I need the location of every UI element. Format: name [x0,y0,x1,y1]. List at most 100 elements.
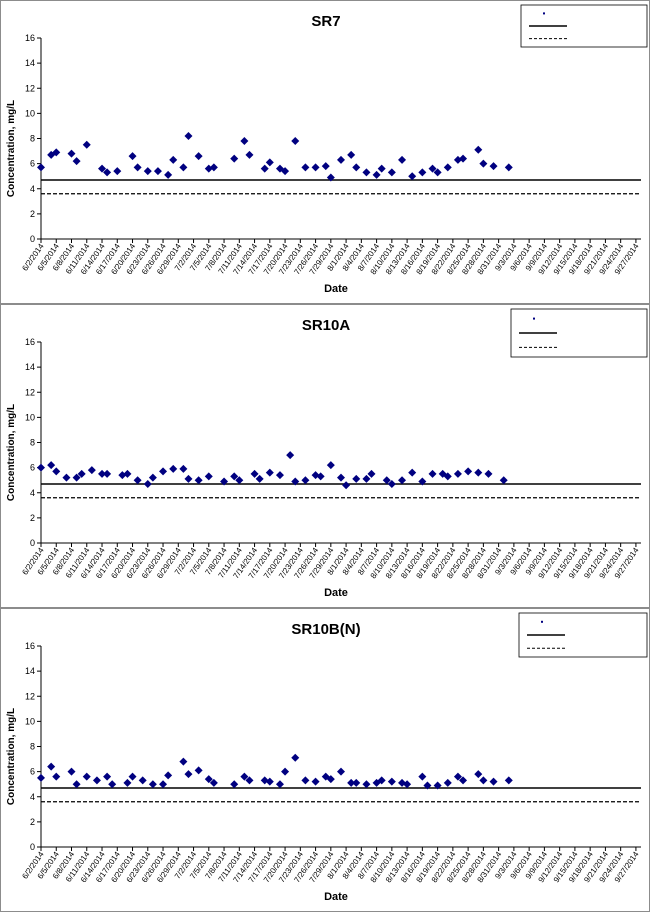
data-point [133,476,142,485]
y-tick-label: 6 [30,463,35,473]
data-point [489,162,498,171]
data-point [428,164,437,173]
data-point [382,476,391,485]
data-point [265,158,274,167]
x-axis-label: Date [324,891,348,903]
y-axis-label: Concentration, mg/L [6,100,17,197]
data-point [184,770,193,779]
y-tick-label: 4 [30,184,35,194]
data-point [316,472,325,481]
data-point [301,476,310,485]
data-point [265,777,274,786]
data-point [169,464,178,473]
data-point [230,154,239,163]
y-tick-label: 16 [25,33,35,43]
data-point [301,776,310,785]
data-point [179,163,188,172]
data-point [184,131,193,140]
data-point [67,149,76,158]
data-point [352,778,361,787]
y-tick-label: 12 [25,387,35,397]
data-point [260,776,269,785]
data-point [87,466,96,475]
data-point [159,467,168,476]
data-point [62,473,71,482]
data-point [260,164,269,173]
data-point [372,170,381,179]
data-point [240,137,249,146]
data-point [37,463,45,472]
chart-title: SR10B(N) [291,621,360,638]
y-tick-label: 10 [25,412,35,422]
data-point [164,170,173,179]
y-tick-label: 8 [30,742,35,752]
y-tick-label: 16 [25,337,35,347]
data-point [128,152,137,161]
y-tick-label: 12 [25,691,35,701]
data-point [474,770,483,779]
legend-marker [543,12,545,15]
y-tick-label: 2 [30,513,35,523]
y-tick-label: 8 [30,438,35,448]
data-point [464,467,473,476]
data-point [377,776,386,785]
data-point [311,777,320,786]
chart-panel-3: SR10B(N) 0 2 4 6 8 10 12 14 16 Concentration, mg/L… [0,608,650,912]
data-point [37,163,45,172]
data-point [367,469,376,478]
data-point [148,473,157,482]
data-point [479,776,488,785]
chart-svg: SR10B(N) 0 2 4 6 8 10 12 14 16 Concentration, mg/L… [6,612,648,903]
data-point [194,152,203,161]
data-point [484,469,493,478]
data-point [52,467,61,476]
data-point [204,775,213,784]
data-point [443,472,452,481]
data-point [443,778,452,787]
legend-box [518,612,648,658]
data-point [255,474,264,483]
data-point [103,168,112,177]
data-point [164,771,173,780]
y-axis-label: Concentration, mg/L [6,404,17,501]
y-tick-label: 0 [30,234,35,244]
data-point [352,163,361,172]
data-point [387,479,396,488]
data-point [281,167,290,176]
y-tick-label: 0 [30,842,35,852]
data-point [337,767,345,776]
data-point [250,469,259,478]
legend-marker [541,620,543,623]
data-point [337,473,345,482]
data-point [291,753,300,762]
data-point [504,163,513,172]
data-point [321,772,330,781]
data-point [143,479,152,488]
data-point [281,767,290,776]
data-point [123,469,132,478]
data-point [179,464,188,473]
data-point [103,469,112,478]
y-tick-label: 14 [25,666,35,676]
data-point [240,772,249,781]
y-tick-label: 14 [25,362,35,372]
data-point [433,781,442,790]
data-point [479,159,488,168]
data-point [275,471,284,480]
data-point [275,780,284,789]
data-point [72,157,81,166]
data-point [194,766,203,775]
data-point [398,476,407,485]
data-point [47,762,56,771]
data-point [474,468,483,477]
data-point [47,461,56,470]
data-point [443,163,452,172]
data-point [291,137,300,146]
data-point [153,167,162,176]
data-point [72,473,81,482]
y-tick-label: 8 [30,134,35,144]
data-point [433,168,442,177]
data-point [52,772,61,781]
data-point [453,772,462,781]
data-point [377,164,386,173]
